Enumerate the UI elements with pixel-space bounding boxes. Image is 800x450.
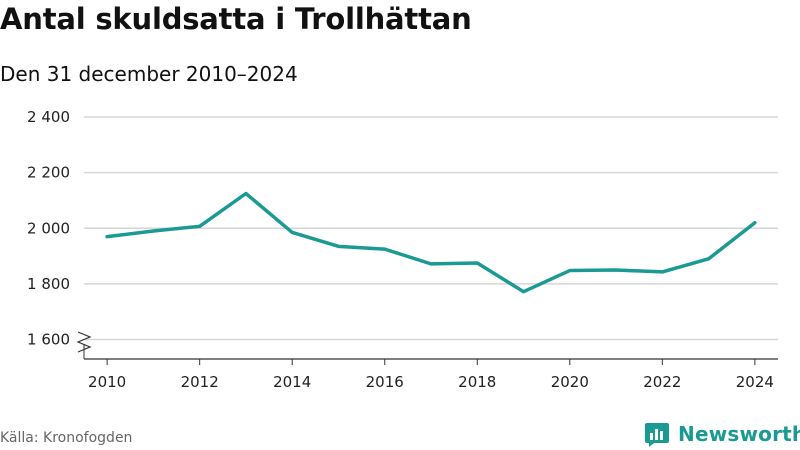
x-tick-label: 2014	[273, 373, 311, 391]
chart-title: Antal skuldsatta i Trollhättan	[0, 2, 472, 36]
x-tick-label: 2016	[366, 373, 404, 391]
brand-logo: Newsworthy	[644, 420, 800, 448]
y-tick-label: 2 000	[27, 219, 70, 237]
source-note: Källa: Kronofogden	[0, 430, 133, 446]
x-axis: 2010 2012 2014 2016 2018 2020 2022 2024	[84, 358, 778, 391]
y-axis: 1 600 1 800 2 000 2 200 2 400	[27, 108, 92, 359]
x-tick-label: 2022	[643, 373, 681, 391]
y-tick-label: 2 400	[27, 108, 70, 126]
series-group	[105, 191, 757, 294]
x-tick-label: 2018	[458, 373, 496, 391]
y-tick-label: 2 200	[27, 164, 70, 182]
gridlines	[84, 116, 778, 341]
chart-subtitle: Den 31 december 2010–2024	[0, 62, 298, 86]
bar-chart-logo-icon	[645, 423, 669, 447]
series-line	[105, 191, 757, 294]
x-tick-label: 2020	[551, 373, 589, 391]
y-tick-label: 1 600	[27, 331, 70, 349]
axis-break-mark	[76, 331, 92, 353]
x-tick-label: 2024	[736, 373, 774, 391]
y-tick-label: 1 800	[27, 275, 70, 293]
brand-name: Newsworthy	[678, 422, 800, 446]
x-tick-label: 2012	[181, 373, 219, 391]
x-tick-label: 2010	[88, 373, 126, 391]
